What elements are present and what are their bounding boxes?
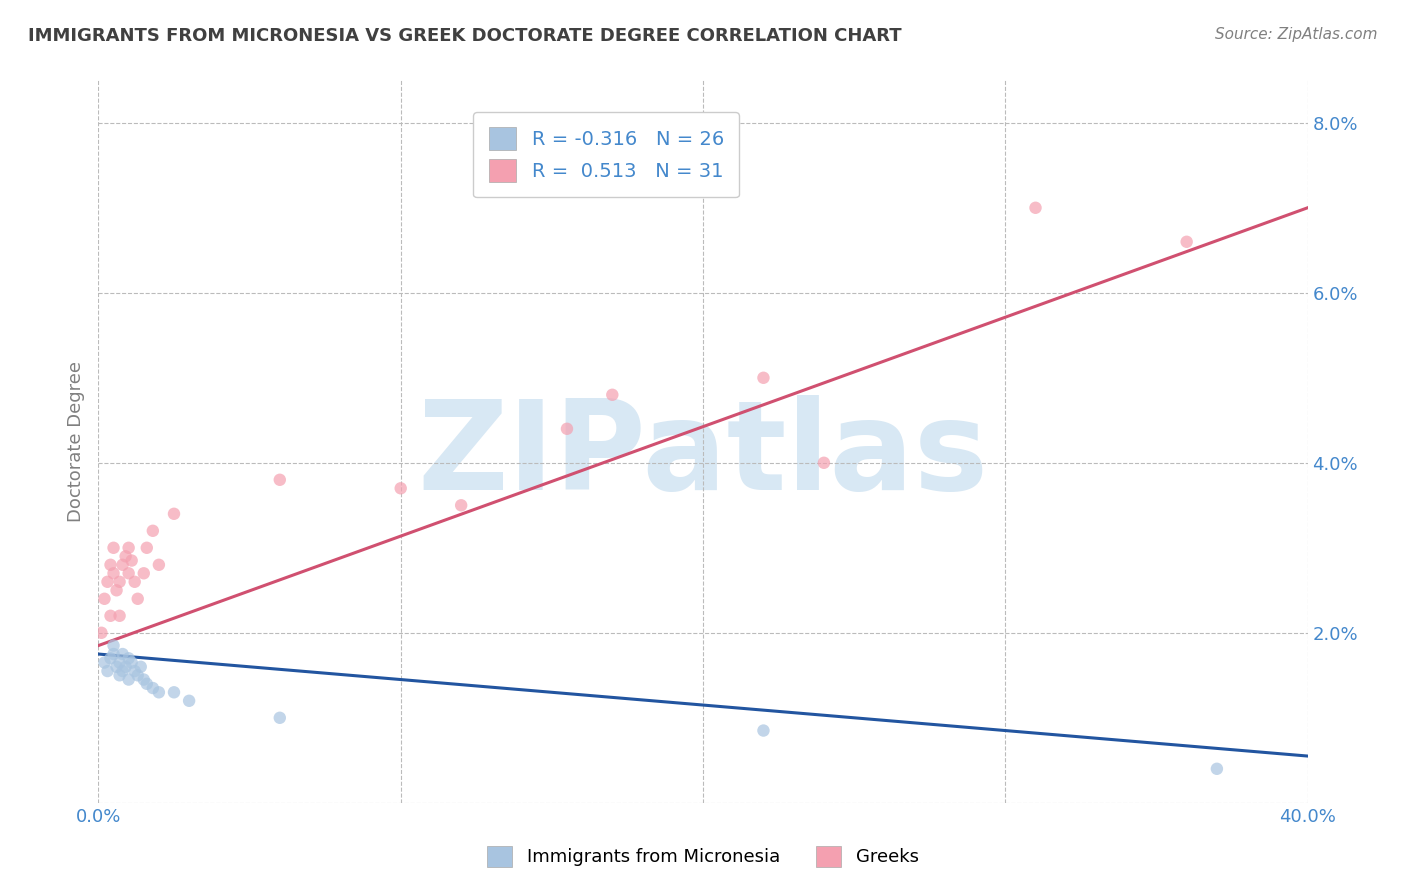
Point: [1175, 235, 1198, 249]
Point: [555, 422, 578, 436]
Point: [269, 473, 291, 487]
Point: [108, 668, 131, 682]
Point: [100, 608, 122, 623]
Point: [93, 591, 115, 606]
Point: [450, 498, 472, 512]
Point: [132, 673, 155, 687]
Point: [118, 651, 141, 665]
Y-axis label: Doctorate Degree: Doctorate Degree: [66, 361, 84, 522]
Point: [100, 651, 122, 665]
Point: [105, 583, 128, 598]
Point: [121, 656, 143, 670]
Legend: R = -0.316   N = 26, R =  0.513   N = 31: R = -0.316 N = 26, R = 0.513 N = 31: [474, 112, 740, 197]
Point: [752, 371, 775, 385]
Point: [1024, 201, 1046, 215]
Point: [103, 566, 125, 581]
Point: [269, 711, 291, 725]
Point: [114, 549, 136, 564]
Point: [813, 456, 835, 470]
Point: [93, 656, 115, 670]
Point: [114, 660, 136, 674]
Point: [179, 694, 201, 708]
Point: [142, 524, 165, 538]
Point: [124, 664, 146, 678]
Point: [148, 558, 170, 572]
Point: [105, 660, 128, 674]
Point: [108, 608, 131, 623]
Point: [118, 541, 141, 555]
Legend: Immigrants from Micronesia, Greeks: Immigrants from Micronesia, Greeks: [479, 838, 927, 874]
Point: [103, 647, 125, 661]
Point: [129, 660, 152, 674]
Point: [111, 664, 134, 678]
Point: [118, 673, 141, 687]
Text: ZIPatlas: ZIPatlas: [418, 395, 988, 516]
Point: [1206, 762, 1229, 776]
Point: [163, 685, 186, 699]
Point: [108, 656, 131, 670]
Point: [100, 558, 122, 572]
Point: [602, 388, 624, 402]
Text: IMMIGRANTS FROM MICRONESIA VS GREEK DOCTORATE DEGREE CORRELATION CHART: IMMIGRANTS FROM MICRONESIA VS GREEK DOCT…: [28, 27, 901, 45]
Point: [118, 566, 141, 581]
Point: [135, 541, 157, 555]
Point: [752, 723, 775, 738]
Point: [127, 591, 149, 606]
Text: Source: ZipAtlas.com: Source: ZipAtlas.com: [1215, 27, 1378, 42]
Point: [389, 481, 412, 495]
Point: [163, 507, 186, 521]
Point: [90, 625, 112, 640]
Point: [96, 664, 118, 678]
Point: [108, 574, 131, 589]
Point: [124, 574, 146, 589]
Point: [103, 639, 125, 653]
Point: [148, 685, 170, 699]
Point: [111, 647, 134, 661]
Point: [121, 553, 143, 567]
Point: [135, 677, 157, 691]
Point: [96, 574, 118, 589]
Point: [127, 668, 149, 682]
Point: [132, 566, 155, 581]
Point: [111, 558, 134, 572]
Point: [103, 541, 125, 555]
Point: [142, 681, 165, 695]
